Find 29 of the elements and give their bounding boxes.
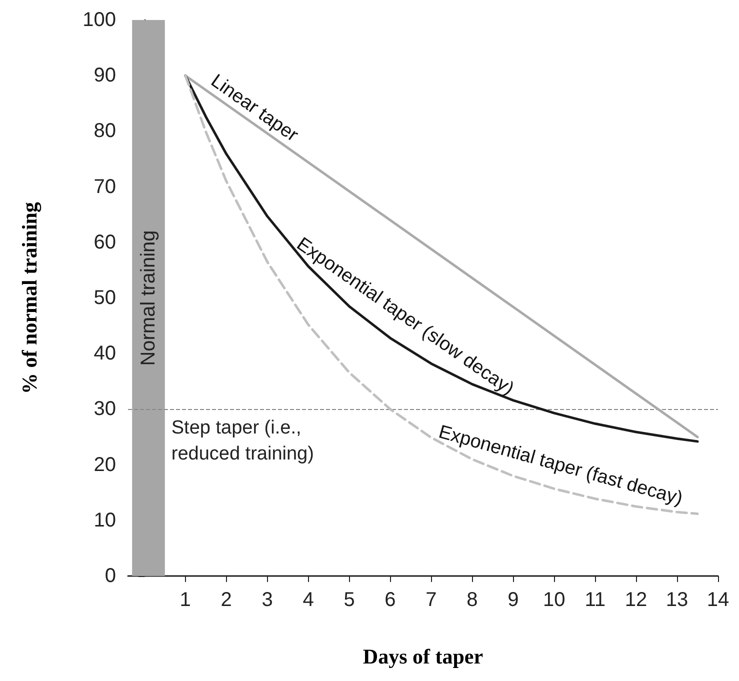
ref-line-label: Step taper (i.e., reduced training) <box>171 418 314 465</box>
y-tick-label: 50 <box>94 287 116 309</box>
y-axis-title: % of normal training <box>18 202 42 394</box>
y-tick-label: 80 <box>94 120 116 142</box>
x-tick-label: 2 <box>220 589 232 611</box>
x-tick-label: 4 <box>302 589 314 611</box>
x-tick-label: 6 <box>384 589 396 611</box>
y-tick-label: 90 <box>94 64 116 87</box>
x-tick-label: 8 <box>466 589 478 611</box>
y-tick-label: 30 <box>94 398 116 420</box>
band-label: Normal training <box>137 230 160 366</box>
x-tick-label: 9 <box>508 589 519 611</box>
x-tick-label: 10 <box>542 589 566 611</box>
x-tick-label: 11 <box>584 589 606 611</box>
y-tick-label: 60 <box>94 231 116 254</box>
y-tick-label: 20 <box>94 454 116 476</box>
x-tick-label: 14 <box>706 589 730 611</box>
y-tick-label: 70 <box>94 176 116 198</box>
x-tick-label: 1 <box>180 589 191 611</box>
y-tick-label: 40 <box>94 342 116 365</box>
x-tick-label: 3 <box>262 589 273 611</box>
y-tick-label: 10 <box>94 509 116 532</box>
x-tick-label: 13 <box>666 589 688 611</box>
y-tick-label: 0 <box>104 565 116 587</box>
x-tick-label: 7 <box>426 589 437 611</box>
x-tick-label: 5 <box>344 589 355 611</box>
x-tick-label: 12 <box>624 589 648 611</box>
y-tick-label: 100 <box>82 9 116 31</box>
x-axis-title: Days of taper <box>362 644 484 668</box>
